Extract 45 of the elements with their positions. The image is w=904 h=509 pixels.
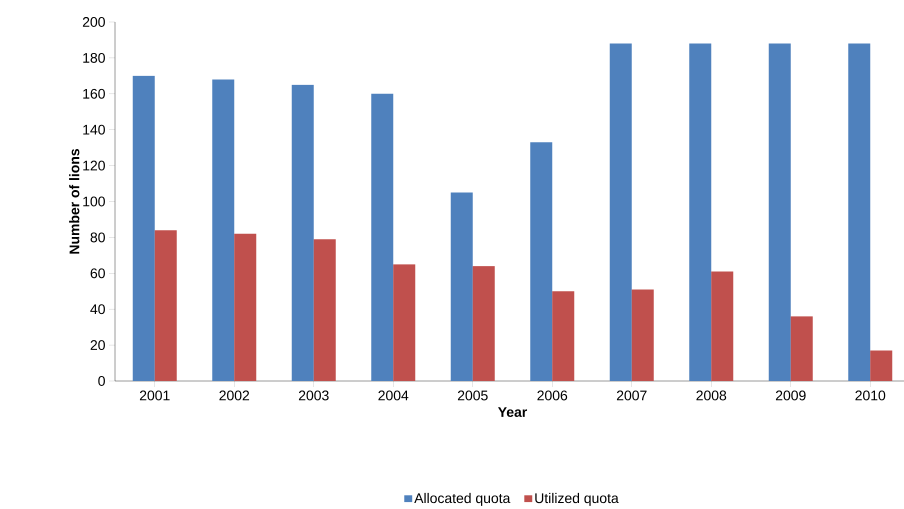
y-tick-label: 200 [82,17,105,27]
y-tick-label: 60 [90,268,105,278]
bar [154,230,177,381]
x-tick-label: 2007 [616,390,647,400]
bar [870,350,892,381]
bar [472,266,495,381]
y-axis-title: Number of lions [69,148,80,254]
x-tick-label: 2009 [776,390,806,400]
x-tick-label: 2005 [458,390,488,400]
bar [234,234,256,381]
bar [689,44,712,381]
x-axis-title: Year [498,407,528,417]
bar [212,79,234,381]
bar [632,289,654,381]
x-tick-label: 2010 [855,390,886,400]
bar [768,44,791,381]
y-tick-label: 160 [83,88,105,99]
y-tick-label: 140 [83,124,105,135]
y-tick-label: 40 [90,304,105,314]
x-tick-label: 2003 [298,390,329,400]
bar [314,239,336,381]
x-tick-label: 2001 [140,390,170,400]
bar [132,76,155,381]
bar [393,264,416,381]
y-tick-label: 120 [83,160,105,171]
bar [371,94,394,381]
bar [292,84,314,381]
bar [610,44,632,381]
bar [848,44,870,381]
y-tick-label: 180 [83,52,105,63]
bar [530,142,552,381]
legend-label: Utilized quota [535,492,619,506]
bar [711,272,734,381]
x-tick-label: 2004 [378,390,408,400]
x-tick-label: 2002 [219,390,250,400]
x-tick-label: 2008 [696,390,726,400]
y-tick-label: 0 [98,376,105,386]
bar [450,192,473,381]
y-tick-label: 80 [90,232,105,242]
legend-label: Allocated quota [414,492,510,506]
x-tick-label: 2006 [537,390,568,400]
bar [552,291,574,381]
bar [790,316,813,381]
y-tick-label: 20 [90,340,105,350]
y-tick-label: 100 [83,196,105,206]
